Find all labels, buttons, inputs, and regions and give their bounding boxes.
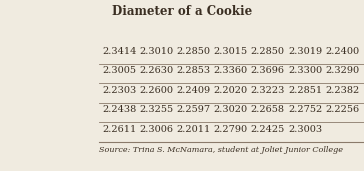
Text: 2.2630: 2.2630 xyxy=(139,66,173,75)
Text: 2.2658: 2.2658 xyxy=(251,105,285,114)
Text: 2.3010: 2.3010 xyxy=(139,47,173,56)
Text: Source: Trina S. McNamara, student at Joliet Junior College: Source: Trina S. McNamara, student at Jo… xyxy=(99,146,343,154)
Text: 2.3414: 2.3414 xyxy=(102,47,136,56)
Text: 2.2020: 2.2020 xyxy=(214,86,248,95)
Text: 2.2382: 2.2382 xyxy=(325,86,360,95)
Text: 2.2256: 2.2256 xyxy=(325,105,360,114)
Text: 2.3300: 2.3300 xyxy=(288,66,322,75)
Text: 2.2851: 2.2851 xyxy=(288,86,322,95)
Text: 2.3290: 2.3290 xyxy=(325,66,360,75)
Text: 2.2850: 2.2850 xyxy=(177,47,210,56)
Text: 2.3223: 2.3223 xyxy=(251,86,285,95)
Text: 2.3020: 2.3020 xyxy=(214,105,248,114)
Text: 2.3019: 2.3019 xyxy=(288,47,322,56)
Text: 2.2409: 2.2409 xyxy=(177,86,210,95)
Text: 2.2303: 2.2303 xyxy=(102,86,136,95)
Text: 2.2611: 2.2611 xyxy=(102,125,136,134)
Text: 2.2011: 2.2011 xyxy=(177,125,211,134)
Text: 2.2853: 2.2853 xyxy=(177,66,210,75)
Text: 2.3003: 2.3003 xyxy=(288,125,322,134)
Text: 2.3005: 2.3005 xyxy=(102,66,136,75)
Text: 2.2790: 2.2790 xyxy=(214,125,248,134)
Text: 2.2752: 2.2752 xyxy=(288,105,323,114)
Text: 2.3255: 2.3255 xyxy=(139,105,173,114)
Text: 2.3015: 2.3015 xyxy=(214,47,248,56)
Text: 2.2438: 2.2438 xyxy=(102,105,136,114)
Text: 2.2597: 2.2597 xyxy=(177,105,210,114)
Text: Diameter of a Cookie: Diameter of a Cookie xyxy=(112,5,252,18)
Text: 2.2400: 2.2400 xyxy=(325,47,360,56)
Text: 2.2425: 2.2425 xyxy=(251,125,285,134)
Text: 2.2600: 2.2600 xyxy=(139,86,173,95)
Text: 2.3696: 2.3696 xyxy=(251,66,285,75)
Text: 2.3006: 2.3006 xyxy=(139,125,173,134)
Text: 2.2850: 2.2850 xyxy=(251,47,285,56)
Text: 2.3360: 2.3360 xyxy=(214,66,248,75)
